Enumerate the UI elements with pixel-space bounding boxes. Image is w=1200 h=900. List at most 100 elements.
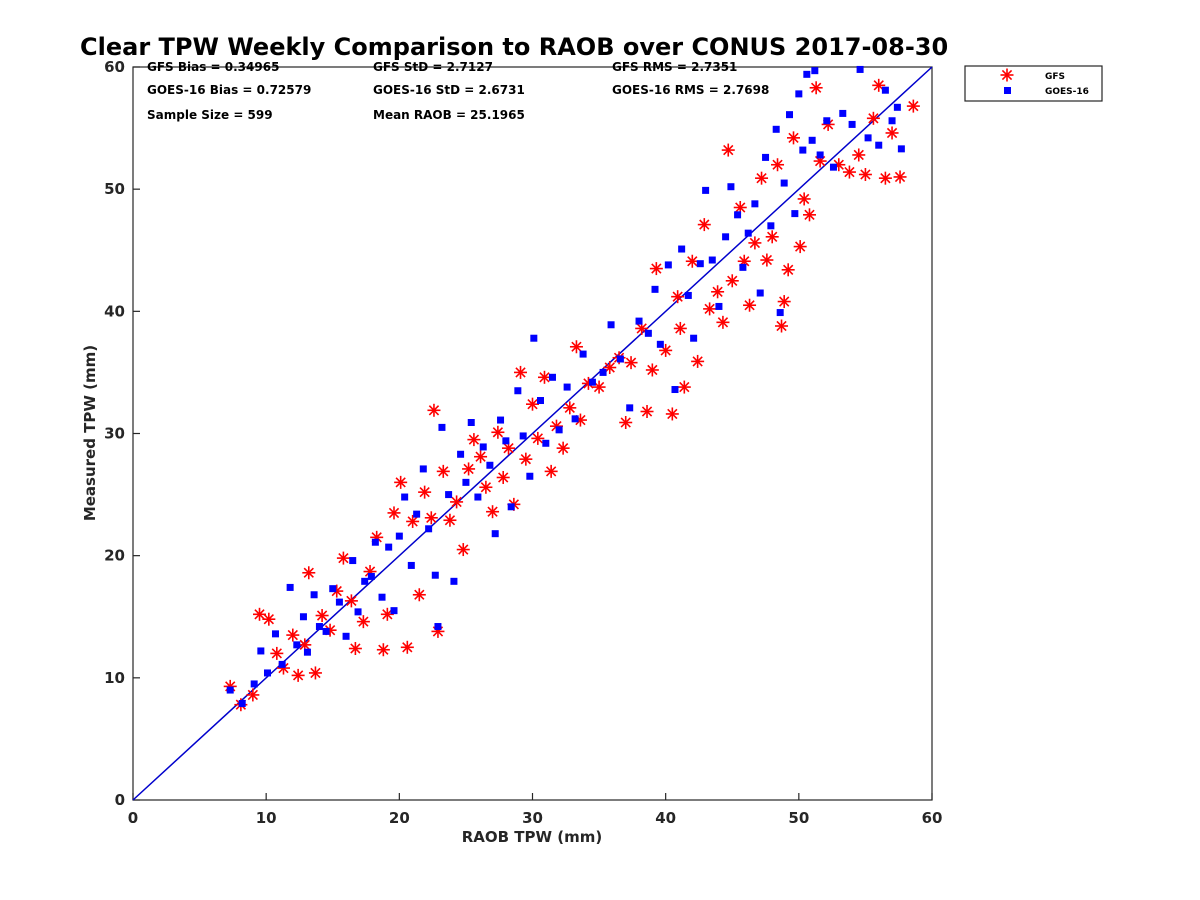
gfs-point	[592, 380, 606, 394]
chart-title: Clear TPW Weekly Comparison to RAOB over…	[80, 33, 948, 61]
goes16-point	[811, 67, 819, 75]
goes16-point	[367, 572, 375, 580]
gfs-point	[526, 397, 539, 411]
goes16-point	[678, 245, 686, 253]
goes16-point	[278, 660, 286, 668]
x-axis: 0 10 20 30 40 50 60	[128, 793, 943, 827]
gfs-point	[673, 321, 687, 335]
goes16-point	[555, 426, 563, 434]
gfs-point	[725, 274, 739, 288]
gfs-point	[640, 405, 654, 419]
gfs-point	[649, 262, 663, 276]
y-axis-label: Measured TPW (mm)	[81, 345, 99, 521]
legend-box	[964, 65, 1103, 102]
goes16-point	[407, 561, 415, 569]
stat-sample-size: Sample Size = 599	[147, 108, 273, 122]
goes16-point	[875, 141, 883, 149]
goes16-point	[354, 608, 362, 616]
goes16-point	[419, 465, 427, 473]
gfs-point	[771, 158, 785, 172]
gfs-point	[336, 551, 350, 565]
goes16-point	[491, 530, 499, 538]
goes16-point	[530, 334, 538, 342]
goes16-point	[644, 329, 652, 337]
gfs-point	[491, 425, 505, 439]
stat-gfs-bias: GFS Bias = 0.34965	[147, 60, 279, 74]
stats-block: GFS Bias = 0.34965 GFS StD = 2.7127 GFS …	[147, 60, 769, 122]
goes16-point	[263, 669, 271, 677]
gfs-point	[443, 513, 457, 527]
gfs-point	[665, 407, 679, 421]
gfs-point	[246, 688, 260, 702]
gfs-point	[380, 607, 394, 621]
goes16-point	[462, 478, 470, 486]
goes16-point	[349, 557, 357, 565]
goes16-point	[299, 613, 307, 621]
series-goes-16	[226, 65, 905, 707]
goes16-point	[238, 699, 246, 707]
goes16-point	[671, 386, 679, 394]
gfs-point	[755, 171, 769, 185]
gfs-point	[356, 615, 370, 629]
goes16-point	[888, 117, 896, 125]
stat-goes16-rms: GOES-16 RMS = 2.7698	[612, 83, 769, 97]
gfs-point	[400, 640, 414, 654]
stat-mean-raob: Mean RAOB = 25.1965	[373, 108, 525, 122]
gfs-point	[721, 143, 735, 157]
goes16-point	[257, 647, 265, 655]
goes16-point	[563, 383, 571, 391]
goes16-point	[335, 598, 343, 606]
goes16-point	[881, 86, 889, 94]
goes16-point	[486, 461, 494, 469]
y-tick-label: 10	[104, 669, 125, 687]
gfs-point	[624, 356, 638, 370]
goes16-point	[571, 415, 579, 423]
goes16-point	[893, 103, 901, 111]
gfs-point	[262, 612, 276, 626]
gfs-point	[748, 236, 762, 250]
gfs-point	[878, 171, 892, 185]
goes16-point	[361, 577, 369, 585]
goes16-point	[751, 200, 759, 208]
goes16-point	[303, 648, 311, 656]
goes16-point	[536, 397, 544, 405]
goes16-point	[776, 309, 784, 317]
gfs-point	[344, 594, 358, 608]
gfs-point	[537, 370, 551, 384]
y-tick-label: 40	[104, 302, 125, 320]
goes16-point	[479, 443, 487, 451]
gfs-point	[474, 450, 488, 464]
x-tick-label: 60	[922, 809, 943, 827]
gfs-point	[893, 170, 907, 184]
gfs-point	[514, 365, 528, 379]
goes16-point	[786, 111, 794, 119]
legend: GFS GOES-16	[964, 65, 1103, 102]
goes16-point	[864, 134, 872, 142]
legend-gfs-asterisk	[1000, 68, 1014, 82]
goes16-point	[651, 285, 659, 293]
goes16-point	[664, 261, 672, 269]
gfs-point	[424, 511, 438, 525]
gfs-point	[775, 319, 789, 333]
goes16-point	[791, 210, 799, 218]
gfs-point	[645, 363, 659, 377]
goes16-point	[507, 503, 515, 511]
gfs-point	[308, 666, 322, 680]
gfs-point	[603, 361, 617, 375]
goes16-point	[588, 378, 596, 386]
goes16-point	[502, 437, 510, 445]
gfs-point	[569, 340, 583, 354]
goes16-point	[727, 183, 735, 191]
gfs-point	[556, 441, 570, 455]
gfs-point	[315, 609, 329, 623]
gfs-point	[496, 470, 510, 484]
gfs-point	[711, 285, 725, 299]
gfs-point	[787, 131, 801, 145]
x-tick-label: 20	[389, 809, 410, 827]
gfs-point	[406, 514, 420, 528]
goes16-point	[542, 439, 550, 447]
goes16-point	[226, 686, 234, 694]
goes16-point	[514, 387, 522, 395]
gfs-point	[519, 452, 533, 466]
gfs-point	[544, 464, 558, 478]
